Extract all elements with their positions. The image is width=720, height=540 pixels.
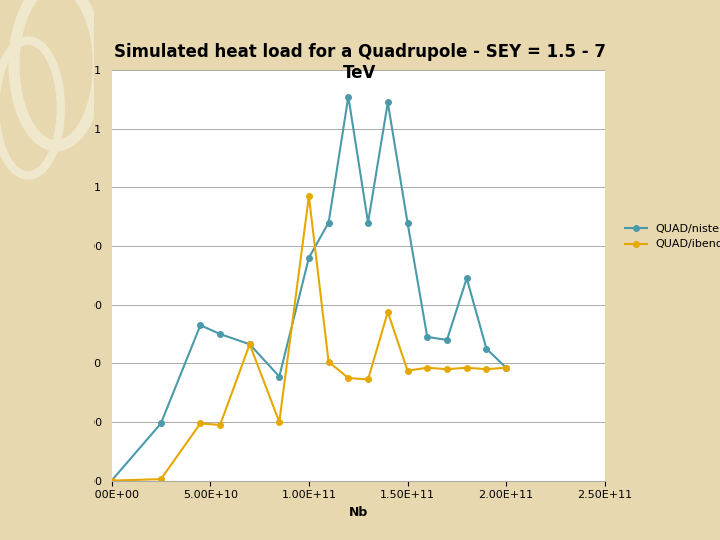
QUAD/nistep=3000 xyxy=(482,346,491,352)
QUAD/nistep=3000 xyxy=(196,322,204,328)
QUAD/ibend2=3 xyxy=(344,375,353,381)
QUAD/ibend2=3 xyxy=(384,309,392,315)
QUAD/ibend2=3 xyxy=(324,359,333,365)
QUAD/ibend2=3 xyxy=(196,420,204,427)
Y-axis label: Heat load (W/m): Heat load (W/m) xyxy=(28,224,41,327)
QUAD/ibend2=3 xyxy=(305,193,313,199)
Legend: QUAD/nistep=3000, QUAD/ibend2=3: QUAD/nistep=3000, QUAD/ibend2=3 xyxy=(620,219,720,254)
Line: QUAD/nistep=3000: QUAD/nistep=3000 xyxy=(109,94,509,483)
QUAD/ibend2=3 xyxy=(462,364,471,371)
QUAD/nistep=3000 xyxy=(157,420,166,427)
QUAD/ibend2=3 xyxy=(157,476,166,482)
Line: QUAD/ibend2=3: QUAD/ibend2=3 xyxy=(109,193,509,483)
QUAD/nistep=3000 xyxy=(443,336,451,343)
QUAD/nistep=3000 xyxy=(344,93,353,100)
QUAD/nistep=3000 xyxy=(324,219,333,226)
QUAD/ibend2=3 xyxy=(403,367,412,374)
QUAD/nistep=3000 xyxy=(423,334,431,340)
QUAD/ibend2=3 xyxy=(443,366,451,373)
QUAD/nistep=3000 xyxy=(462,275,471,281)
QUAD/nistep=3000 xyxy=(384,99,392,106)
QUAD/ibend2=3 xyxy=(107,477,116,484)
QUAD/ibend2=3 xyxy=(275,418,284,425)
Text: Simulated heat load for a Quadrupole - SEY = 1.5 - 7
TeV: Simulated heat load for a Quadrupole - S… xyxy=(114,43,606,82)
QUAD/nistep=3000 xyxy=(364,219,372,226)
X-axis label: Nb: Nb xyxy=(348,506,368,519)
QUAD/nistep=3000 xyxy=(403,219,412,226)
QUAD/nistep=3000 xyxy=(246,341,254,348)
QUAD/ibend2=3 xyxy=(246,341,254,348)
QUAD/nistep=3000 xyxy=(216,331,225,338)
QUAD/ibend2=3 xyxy=(364,376,372,383)
QUAD/ibend2=3 xyxy=(502,364,510,371)
QUAD/ibend2=3 xyxy=(216,422,225,428)
QUAD/nistep=3000 xyxy=(107,477,116,484)
QUAD/nistep=3000 xyxy=(305,254,313,261)
QUAD/nistep=3000 xyxy=(275,373,284,380)
QUAD/ibend2=3 xyxy=(423,364,431,371)
QUAD/nistep=3000 xyxy=(502,364,510,371)
QUAD/ibend2=3 xyxy=(482,366,491,373)
